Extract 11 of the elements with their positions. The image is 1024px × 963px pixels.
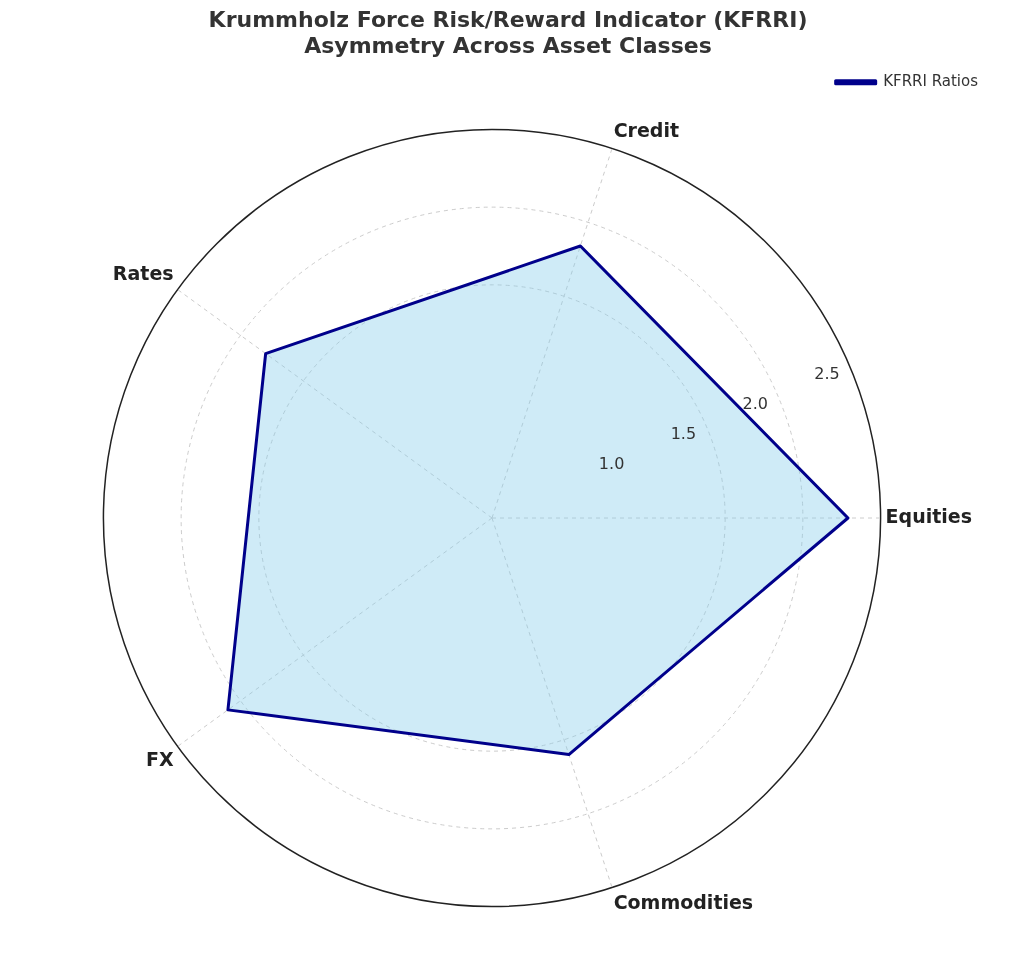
spoke-label: FX xyxy=(145,747,174,770)
spoke-label: Equities xyxy=(885,504,973,527)
spoke-label: Commodities xyxy=(613,890,754,913)
y-tick-label: 2.5 xyxy=(814,364,840,384)
legend-label: KFRRI Ratios xyxy=(883,72,979,91)
chart-title: Krummholz Force Risk/Reward Indicator (KFRRI) Asymmetry Across Asset Classes xyxy=(208,6,808,59)
spoke-label: Credit xyxy=(613,119,680,142)
y-tick-label: 1.5 xyxy=(670,423,697,443)
spoke-label: Rates xyxy=(112,262,174,285)
y-tick-label: 1.0 xyxy=(598,453,625,473)
y-tick-label: 2.0 xyxy=(742,394,768,414)
